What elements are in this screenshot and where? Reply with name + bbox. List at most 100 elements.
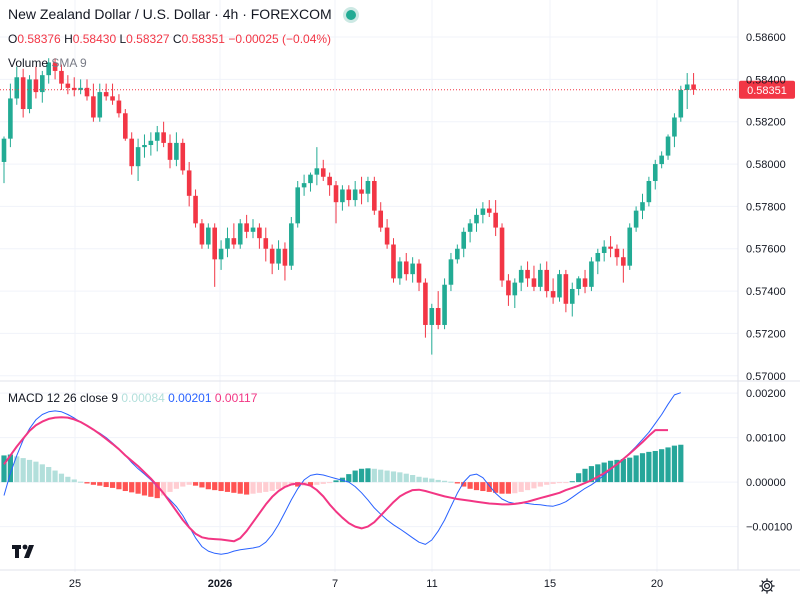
candle-body[interactable] — [397, 261, 403, 279]
candle-body[interactable] — [595, 252, 601, 262]
candle-body[interactable] — [154, 132, 160, 141]
candle-body[interactable] — [499, 227, 505, 281]
candle-body[interactable] — [129, 138, 134, 167]
candle-body[interactable] — [627, 227, 633, 266]
candle-body[interactable] — [550, 291, 556, 298]
candle-body[interactable] — [65, 83, 71, 88]
candle-body[interactable] — [110, 96, 115, 101]
macd-layer[interactable] — [1, 392, 684, 555]
candle-body[interactable] — [40, 75, 45, 93]
candle-body[interactable] — [461, 231, 467, 249]
candle-body[interactable] — [52, 62, 58, 71]
candle-body[interactable] — [301, 183, 307, 188]
candle-body[interactable] — [320, 168, 326, 177]
candle-body[interactable] — [378, 210, 384, 228]
candle-body[interactable] — [308, 174, 313, 184]
candle-body[interactable] — [20, 77, 26, 110]
candle-body[interactable] — [84, 87, 90, 97]
candle-body[interactable] — [244, 223, 249, 232]
candle-body[interactable] — [8, 98, 13, 139]
tradingview-logo-icon[interactable] — [10, 540, 40, 562]
candle-body[interactable] — [142, 145, 147, 148]
candle-body[interactable] — [391, 244, 396, 279]
signal-line[interactable] — [3, 416, 668, 543]
candle-body[interactable] — [161, 132, 166, 143]
candle-body[interactable] — [1, 138, 7, 162]
candle-body[interactable] — [71, 87, 77, 90]
candle-body[interactable] — [601, 246, 607, 253]
candle-body[interactable] — [442, 284, 447, 325]
candle-body[interactable] — [365, 181, 371, 194]
candle-body[interactable] — [180, 142, 186, 171]
candle-body[interactable] — [263, 238, 269, 249]
candle-body[interactable] — [621, 257, 626, 266]
candle-body[interactable] — [295, 187, 301, 224]
volume-label[interactable]: Volume — [8, 56, 49, 70]
candle-body[interactable] — [474, 214, 479, 224]
candle-body[interactable] — [123, 113, 128, 139]
candle-body[interactable] — [27, 79, 32, 110]
candle-body[interactable] — [14, 77, 20, 99]
candle-body[interactable] — [506, 280, 511, 296]
candle-body[interactable] — [225, 238, 230, 249]
candle-body[interactable] — [276, 248, 281, 264]
candle-body[interactable] — [333, 185, 339, 203]
candle-body[interactable] — [186, 170, 192, 196]
candle-body[interactable] — [531, 278, 537, 287]
candle-body[interactable] — [678, 89, 684, 118]
gear-icon[interactable] — [758, 577, 776, 595]
candle-body[interactable] — [608, 246, 613, 249]
candle-body[interactable] — [684, 84, 690, 90]
candle-body[interactable] — [289, 223, 294, 266]
candle-body[interactable] — [429, 308, 435, 325]
candle-body[interactable] — [250, 227, 256, 232]
candle-body[interactable] — [231, 238, 237, 245]
candle-body[interactable] — [563, 274, 569, 304]
candle-body[interactable] — [327, 176, 332, 186]
candle-body[interactable] — [557, 274, 562, 298]
candle-body[interactable] — [493, 212, 498, 228]
candle-body[interactable] — [59, 70, 64, 84]
volume-legend[interactable]: Volume SMA 9 — [8, 56, 87, 70]
candle-body[interactable] — [340, 189, 345, 203]
candle-body[interactable] — [455, 248, 460, 260]
candle-body[interactable] — [480, 208, 486, 215]
candle-body[interactable] — [193, 195, 198, 224]
candle-body[interactable] — [576, 278, 581, 289]
candle-body[interactable] — [97, 92, 103, 118]
candle-body[interactable] — [218, 248, 224, 260]
candle-body[interactable] — [91, 96, 96, 118]
candle-body[interactable] — [448, 259, 454, 285]
candle-body[interactable] — [206, 227, 211, 245]
candle-body[interactable] — [46, 62, 51, 76]
candle-body[interactable] — [237, 223, 243, 245]
macd-name[interactable]: MACD — [8, 391, 44, 405]
symbol-header[interactable]: New Zealand Dollar / U.S. Dollar · 4h · … — [8, 6, 356, 22]
candle-layer[interactable] — [0, 58, 738, 355]
candle-body[interactable] — [652, 164, 658, 182]
candle-body[interactable] — [435, 308, 441, 325]
candle-body[interactable] — [416, 263, 422, 283]
candle-body[interactable] — [359, 189, 364, 194]
candle-body[interactable] — [538, 269, 543, 287]
candle-body[interactable] — [135, 147, 141, 167]
candle-body[interactable] — [212, 227, 218, 260]
candle-body[interactable] — [633, 210, 639, 228]
macd-legend[interactable]: MACD 12 26 close 9 0.00084 0.00201 0.001… — [8, 391, 257, 405]
candle-body[interactable] — [665, 136, 671, 156]
candle-body[interactable] — [346, 189, 352, 201]
candle-body[interactable] — [314, 168, 320, 175]
candle-body[interactable] — [423, 282, 428, 325]
candle-body[interactable] — [512, 282, 518, 296]
candle-body[interactable] — [257, 227, 262, 239]
candle-body[interactable] — [544, 269, 550, 292]
candle-body[interactable] — [167, 142, 173, 160]
candle-body[interactable] — [569, 288, 575, 304]
candle-body[interactable] — [384, 227, 390, 245]
candle-body[interactable] — [659, 155, 664, 165]
candle-body[interactable] — [116, 100, 122, 114]
candle-body[interactable] — [589, 261, 594, 287]
candle-body[interactable] — [486, 208, 492, 213]
symbol-title[interactable]: New Zealand Dollar / U.S. Dollar · 4h · … — [8, 6, 332, 22]
candle-body[interactable] — [467, 223, 473, 232]
